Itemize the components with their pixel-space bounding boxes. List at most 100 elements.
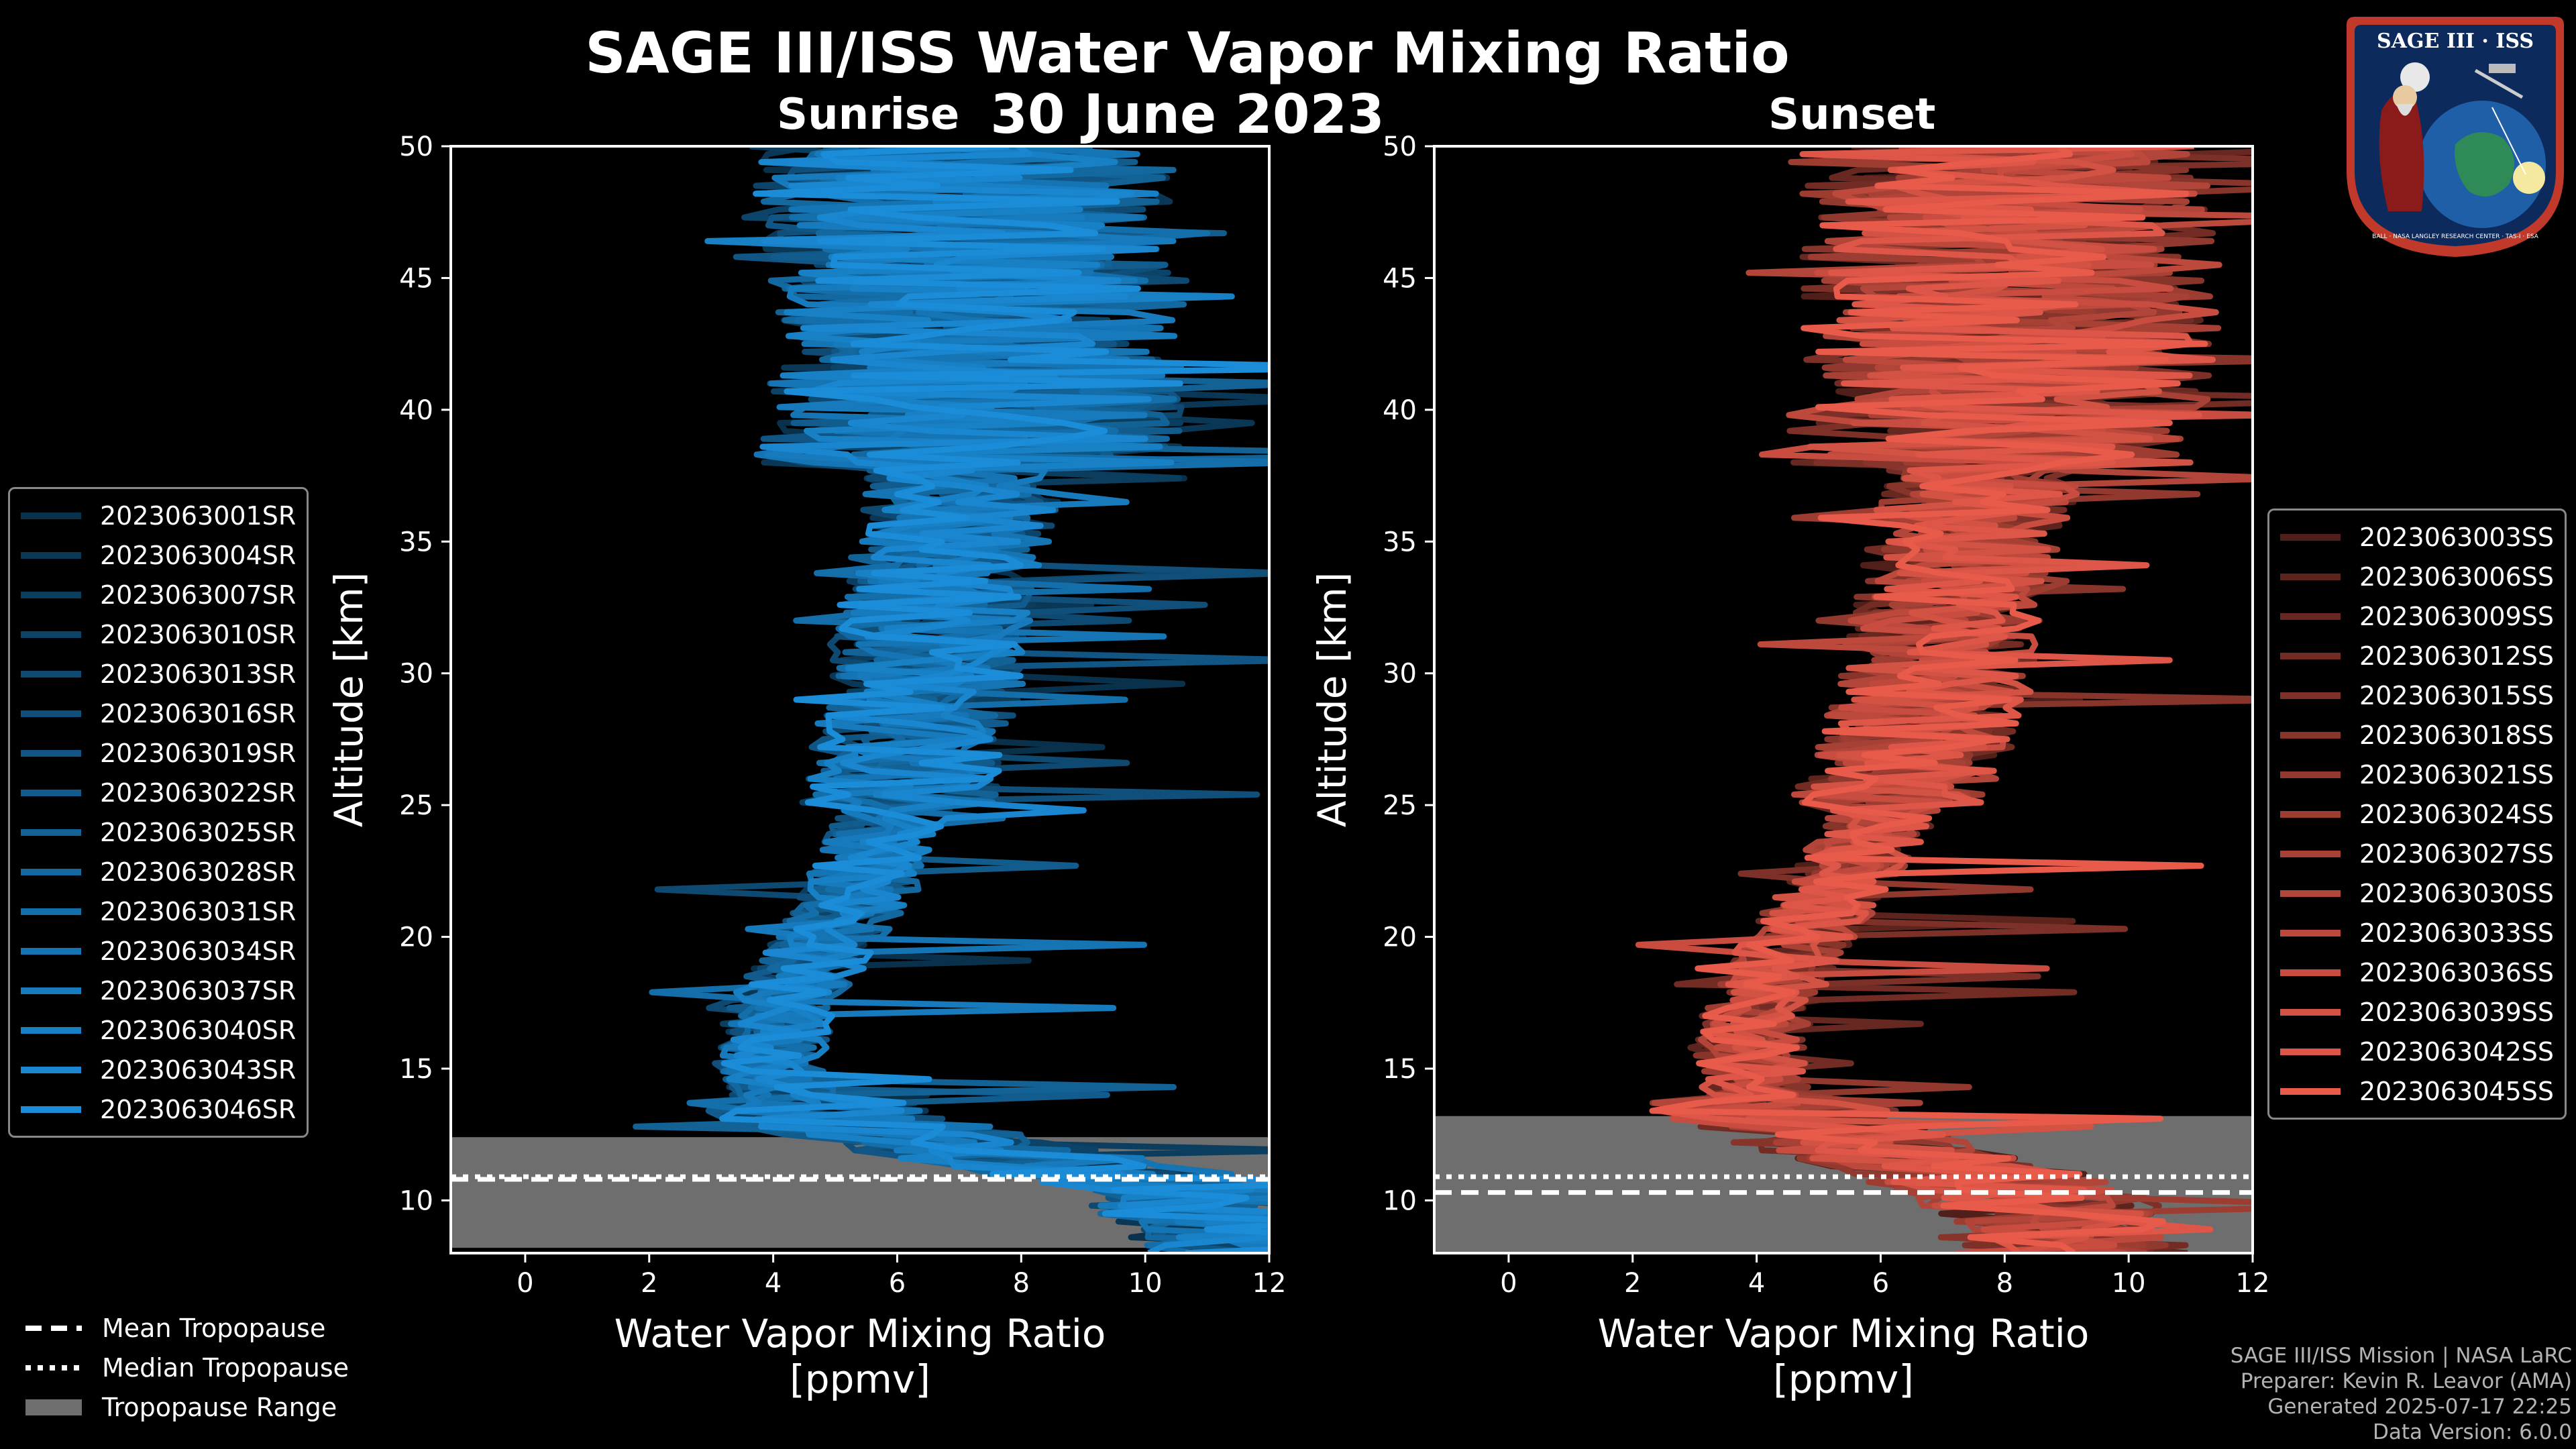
sunset-ytick-label: 35: [1383, 527, 1417, 557]
sunrise-ytick-label: 10: [399, 1185, 433, 1216]
legend-label: 2023063025SR: [100, 817, 297, 847]
legend-item: 2023063046SR: [21, 1089, 296, 1129]
sunrise-panel: 0 2 4 6 8 10 12 10 15 20 25 30 35 40 45 50 Water Vapor M…: [326, 131, 1287, 1402]
tropopause-legend: Mean Tropopause Median Tropopause Tropop…: [24, 1308, 349, 1427]
sunrise-xtick-label: 6: [889, 1268, 906, 1299]
legend-swatch: [2280, 533, 2341, 541]
legend-swatch: [2280, 692, 2341, 699]
legend-label: 2023063018SS: [2359, 720, 2555, 750]
legend-item: 2023063042SS: [2280, 1032, 2554, 1071]
sunset-ytick-label: 45: [1383, 263, 1417, 294]
profile-2023063042SS: [1657, 146, 2216, 1253]
legend-swatch: [21, 512, 81, 519]
legend-item: 2023063034SR: [21, 931, 296, 971]
legend-swatch: [2280, 1048, 2341, 1055]
sunrise-frame: [449, 145, 1271, 1254]
legend-swatch: [2280, 850, 2341, 857]
legend-label: 2023063039SS: [2359, 997, 2555, 1027]
profile-2023063045SS: [1649, 146, 2208, 1253]
legend-swatch: [21, 828, 81, 836]
sunset-panel-title: Sunset: [1768, 90, 1936, 140]
sunrise-panel-title: Sunrise: [777, 90, 960, 140]
credits: SAGE III/ISS Mission | NASA LaRC Prepare…: [2231, 1343, 2572, 1445]
legend-swatch: [2280, 929, 2341, 936]
legend-item: 2023063033SS: [2280, 913, 2554, 953]
legend-label: 2023063045SS: [2359, 1076, 2555, 1106]
legend-swatch: [21, 1106, 81, 1113]
legend-label: 2023063006SS: [2359, 561, 2555, 592]
legend-swatch: [21, 710, 81, 717]
legend-item: 2023063027SS: [2280, 834, 2554, 873]
legend-label: 2023063007SR: [100, 580, 297, 610]
legend-swatch: [21, 1066, 81, 1073]
legend-item: 2023063037SR: [21, 971, 296, 1010]
sunrise-legend: 2023063001SR 2023063004SR 2023063007SR 2023…: [8, 487, 309, 1138]
legend-label: 2023063031SR: [100, 896, 297, 926]
sage-iii-iss-mission-logo: SAGE III · ISS BALL · NASA LANGLEY RESEA…: [2347, 17, 2564, 257]
legend-label: 2023063016SR: [100, 698, 297, 729]
legend-label: 2023063034SR: [100, 936, 297, 966]
legend-label: 2023063033SS: [2359, 918, 2555, 948]
chart-date: 30 June 2023: [990, 83, 1385, 146]
legend-item: 2023063006SS: [2280, 557, 2554, 596]
sunrise-ytick-label: 45: [399, 263, 433, 294]
profile-2023063046SR: [719, 146, 1269, 1253]
legend-swatch: [21, 947, 81, 955]
sunset-frame: [1433, 145, 2254, 1254]
sunset-profiles: [1635, 146, 2253, 1253]
sunset-ytick-label: 15: [1383, 1054, 1417, 1085]
legend-item: 2023063036SS: [2280, 953, 2554, 992]
legend-item: 2023063030SS: [2280, 873, 2554, 913]
sunrise-ytick-label: 40: [399, 395, 433, 426]
sunset-legend: 2023063003SS 2023063006SS 2023063009SS 2023…: [2267, 508, 2567, 1120]
legend-label: 2023063030SS: [2359, 878, 2555, 908]
legend-swatch: [21, 591, 81, 598]
logo-name: SAGE III · ISS: [2377, 30, 2534, 53]
legend-label: 2023063037SR: [100, 975, 297, 1006]
legend-label: 2023063040SR: [100, 1015, 297, 1045]
legend-swatch: [2280, 1008, 2341, 1016]
legend-label: 2023063036SS: [2359, 957, 2555, 987]
sunrise-xlabel: [ppmv]: [790, 1356, 930, 1402]
legend-label: 2023063028SR: [100, 857, 297, 887]
legend-item: 2023063028SR: [21, 852, 296, 892]
credit-version: Data Version: 6.0.0: [2372, 1420, 2572, 1444]
legend-swatch: [21, 868, 81, 875]
legend-label: 2023063043SR: [100, 1055, 297, 1085]
legend-item: 2023063025SR: [21, 812, 296, 852]
legend-label: 2023063042SS: [2359, 1036, 2555, 1067]
sunrise-xtick-label: 0: [517, 1268, 533, 1299]
sunset-ytick-label: 20: [1383, 922, 1417, 953]
legend-item: 2023063031SR: [21, 892, 296, 931]
sunrise-xtick-label: 12: [1252, 1268, 1287, 1299]
legend-item: 2023063003SS: [2280, 517, 2554, 557]
legend-label: 2023063009SS: [2359, 601, 2555, 631]
legend-swatch: [21, 789, 81, 796]
sunset-xtick-label: 6: [1872, 1268, 1889, 1299]
sunset-xtick-label: 8: [1996, 1268, 2013, 1299]
legend-swatch: [2280, 890, 2341, 897]
legend-label: 2023063024SS: [2359, 799, 2555, 829]
sunrise-ytick-label: 15: [399, 1054, 433, 1085]
legend-mean-tropopause: Mean Tropopause: [24, 1308, 349, 1348]
legend-label: 2023063019SR: [100, 738, 297, 768]
sunrise-ytick-label: 50: [399, 131, 433, 162]
sunrise-xtick-label: 4: [765, 1268, 782, 1299]
legend-median-tropopause: Median Tropopause: [24, 1348, 349, 1387]
sunset-xtick-label: 4: [1748, 1268, 1765, 1299]
legend-mean-label: Mean Tropopause: [102, 1313, 326, 1343]
legend-swatch: [2280, 573, 2341, 580]
sunset-panel: 0 2 4 6 8 10 12 10 15 20 25 30 35 40 45 50 Water Vapor M…: [1309, 131, 2270, 1402]
sunrise-xtick-label: 2: [641, 1268, 657, 1299]
sunset-ytick-label: 40: [1383, 395, 1417, 426]
legend-label: 2023063021SS: [2359, 759, 2555, 790]
legend-label: 2023063027SS: [2359, 839, 2555, 869]
legend-swatch: [21, 749, 81, 757]
credit-mission: SAGE III/ISS Mission | NASA LaRC: [2230, 1344, 2572, 1368]
sunset-xtick-label: 12: [2236, 1268, 2270, 1299]
sunrise-ytick-label: 30: [399, 659, 433, 690]
sunrise-xtick-label: 10: [1128, 1268, 1163, 1299]
sunrise-ytick-label: 25: [399, 790, 433, 821]
profile-2023063043SR: [730, 146, 1269, 1253]
